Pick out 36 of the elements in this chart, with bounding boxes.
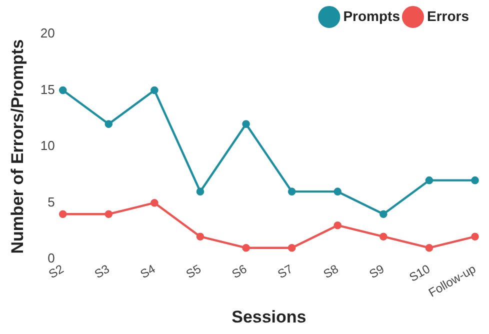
point — [334, 188, 342, 196]
y-axis-title: Number of Errors/Prompts — [8, 39, 27, 254]
point — [380, 232, 388, 241]
point — [380, 210, 388, 218]
point — [242, 120, 250, 128]
point — [242, 244, 250, 252]
x-tick-label: S10 — [406, 262, 433, 284]
y-tick-label: 5 — [48, 194, 55, 210]
x-tick-label: S6 — [229, 262, 250, 282]
x-tick-label: S3 — [92, 262, 112, 282]
y-tick-label: 20 — [40, 26, 55, 41]
point — [150, 86, 158, 94]
point — [288, 244, 296, 252]
x-axis-title: Sessions — [232, 307, 306, 326]
point — [334, 221, 342, 230]
x-tick-label: S7 — [275, 262, 296, 282]
x-tick-label: S4 — [138, 262, 158, 282]
point — [196, 232, 204, 241]
point — [58, 86, 67, 94]
point — [58, 210, 67, 218]
point — [425, 176, 434, 184]
legend-label: Prompts — [343, 8, 400, 24]
point — [471, 232, 479, 241]
x-tick-label: S8 — [321, 262, 342, 282]
point — [425, 244, 434, 252]
y-tick-label: 15 — [40, 82, 55, 97]
point — [150, 198, 158, 207]
x-tick-label: S9 — [366, 262, 387, 282]
x-tick-label: S5 — [184, 262, 204, 282]
point — [288, 188, 296, 196]
y-tick-label: 10 — [40, 138, 55, 154]
point — [104, 120, 113, 128]
point — [104, 210, 113, 218]
point — [196, 188, 204, 196]
point — [471, 176, 479, 184]
legend-label: Errors — [426, 8, 470, 24]
